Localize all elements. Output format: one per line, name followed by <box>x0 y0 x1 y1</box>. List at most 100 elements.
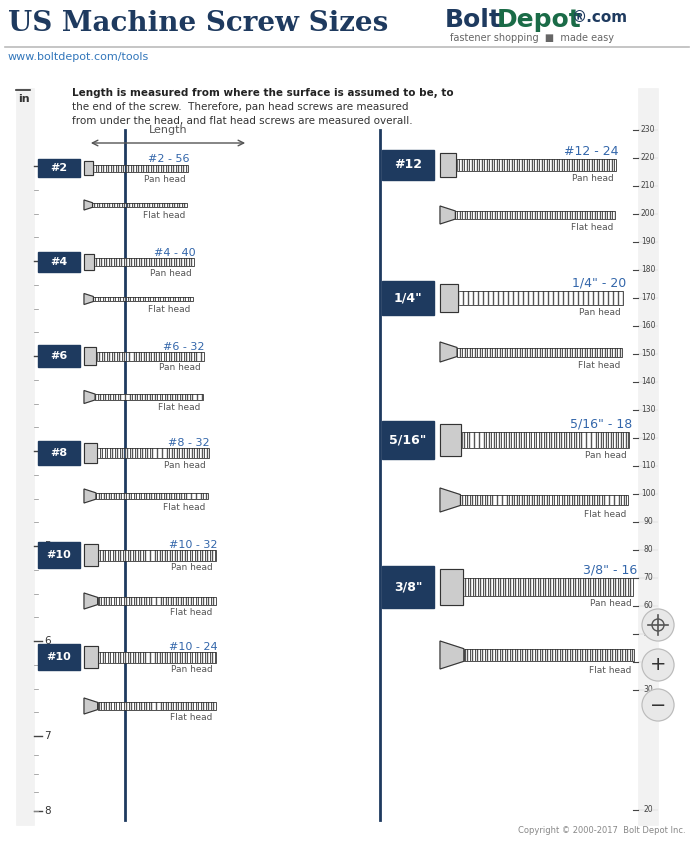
Text: Pan head: Pan head <box>171 665 213 674</box>
Bar <box>440 153 455 177</box>
Bar <box>93 164 188 171</box>
Polygon shape <box>84 593 98 609</box>
Circle shape <box>642 649 674 681</box>
Polygon shape <box>440 488 460 512</box>
Bar <box>95 394 203 400</box>
Text: −: − <box>650 695 666 715</box>
Text: #8 - 32: #8 - 32 <box>169 438 210 448</box>
Bar <box>84 544 99 566</box>
Text: 4: 4 <box>44 446 51 456</box>
Polygon shape <box>84 390 95 404</box>
Bar <box>16 88 34 825</box>
Text: Length is measured from where the surface is assumed to be, to: Length is measured from where the surfac… <box>72 88 454 98</box>
Text: +: + <box>650 656 666 674</box>
Bar <box>99 652 217 663</box>
Bar <box>440 284 458 312</box>
Bar <box>84 254 94 270</box>
Text: Pan head: Pan head <box>572 174 613 183</box>
Text: 70: 70 <box>643 573 653 583</box>
Bar <box>38 345 80 367</box>
Text: US Machine Screw Sizes: US Machine Screw Sizes <box>8 10 388 37</box>
Polygon shape <box>84 293 94 304</box>
Text: Pan head: Pan head <box>150 269 192 278</box>
Bar <box>461 432 629 448</box>
Text: #4: #4 <box>51 257 67 267</box>
Text: #2: #2 <box>51 163 67 173</box>
Text: Length: Length <box>149 125 187 135</box>
Text: #8: #8 <box>51 448 67 458</box>
Text: 3: 3 <box>44 351 51 361</box>
Text: #2 - 56: #2 - 56 <box>148 154 189 164</box>
Bar <box>92 203 187 207</box>
Text: 60: 60 <box>643 602 653 610</box>
Text: 30: 30 <box>643 685 653 695</box>
Text: 6: 6 <box>44 636 51 646</box>
Bar <box>84 161 93 175</box>
Text: Flat head: Flat head <box>577 361 620 370</box>
Text: 1/4": 1/4" <box>393 292 423 304</box>
Text: #10 - 32: #10 - 32 <box>169 540 217 550</box>
Bar <box>382 421 434 459</box>
Text: ®.com: ®.com <box>572 10 628 25</box>
Polygon shape <box>84 698 98 714</box>
Bar <box>84 646 99 668</box>
Text: 90: 90 <box>643 518 653 527</box>
Text: 120: 120 <box>641 433 655 443</box>
Text: Flat head: Flat head <box>163 502 205 512</box>
Bar <box>38 159 80 177</box>
Polygon shape <box>84 200 92 210</box>
Bar <box>84 254 94 270</box>
Polygon shape <box>440 342 457 362</box>
Bar <box>382 281 434 315</box>
Bar <box>38 542 80 568</box>
Circle shape <box>642 689 674 721</box>
Text: 140: 140 <box>641 378 655 386</box>
Text: 1: 1 <box>44 161 51 171</box>
Bar <box>94 258 194 266</box>
Bar <box>440 153 455 177</box>
Bar <box>464 649 634 661</box>
Text: 50: 50 <box>643 630 653 638</box>
Bar <box>94 297 194 302</box>
Text: Flat head: Flat head <box>149 305 191 314</box>
Bar <box>38 644 80 670</box>
Text: 2: 2 <box>44 256 51 266</box>
Text: Depot: Depot <box>497 8 582 32</box>
Text: 7: 7 <box>44 731 51 741</box>
Text: 8: 8 <box>44 806 51 816</box>
Text: #10 - 24: #10 - 24 <box>169 642 217 652</box>
Text: Flat head: Flat head <box>171 713 213 722</box>
Text: #6 - 32: #6 - 32 <box>163 341 205 352</box>
Polygon shape <box>84 489 96 503</box>
Bar <box>440 569 464 605</box>
Text: #12: #12 <box>394 158 422 171</box>
Polygon shape <box>440 641 464 669</box>
Text: the end of the screw.  Therefore, pan head screws are measured: the end of the screw. Therefore, pan hea… <box>72 102 409 112</box>
Text: 130: 130 <box>641 405 655 415</box>
Bar <box>440 284 458 312</box>
Bar <box>98 598 216 604</box>
Text: Copyright © 2000-2017  Bolt Depot Inc.: Copyright © 2000-2017 Bolt Depot Inc. <box>518 826 686 835</box>
Bar <box>84 443 97 463</box>
Text: 160: 160 <box>641 321 655 330</box>
Bar <box>464 578 634 596</box>
Text: 110: 110 <box>641 461 655 470</box>
Text: 190: 190 <box>641 238 655 246</box>
Bar <box>84 347 96 365</box>
Polygon shape <box>440 206 455 224</box>
Bar <box>460 495 628 506</box>
Text: #10: #10 <box>46 652 71 662</box>
Text: 170: 170 <box>641 293 655 303</box>
Circle shape <box>642 609 674 641</box>
Bar <box>98 702 216 710</box>
Text: #12 - 24: #12 - 24 <box>564 145 619 158</box>
Bar <box>97 448 209 458</box>
Text: 1/4" - 20: 1/4" - 20 <box>573 277 627 290</box>
Text: www.boltdepot.com/tools: www.boltdepot.com/tools <box>8 52 149 62</box>
Text: Flat head: Flat head <box>584 510 627 519</box>
Text: in: in <box>18 94 30 104</box>
Text: 20: 20 <box>643 806 653 814</box>
Text: Flat head: Flat head <box>571 223 613 233</box>
Text: #10: #10 <box>46 550 71 560</box>
Bar <box>38 252 80 272</box>
